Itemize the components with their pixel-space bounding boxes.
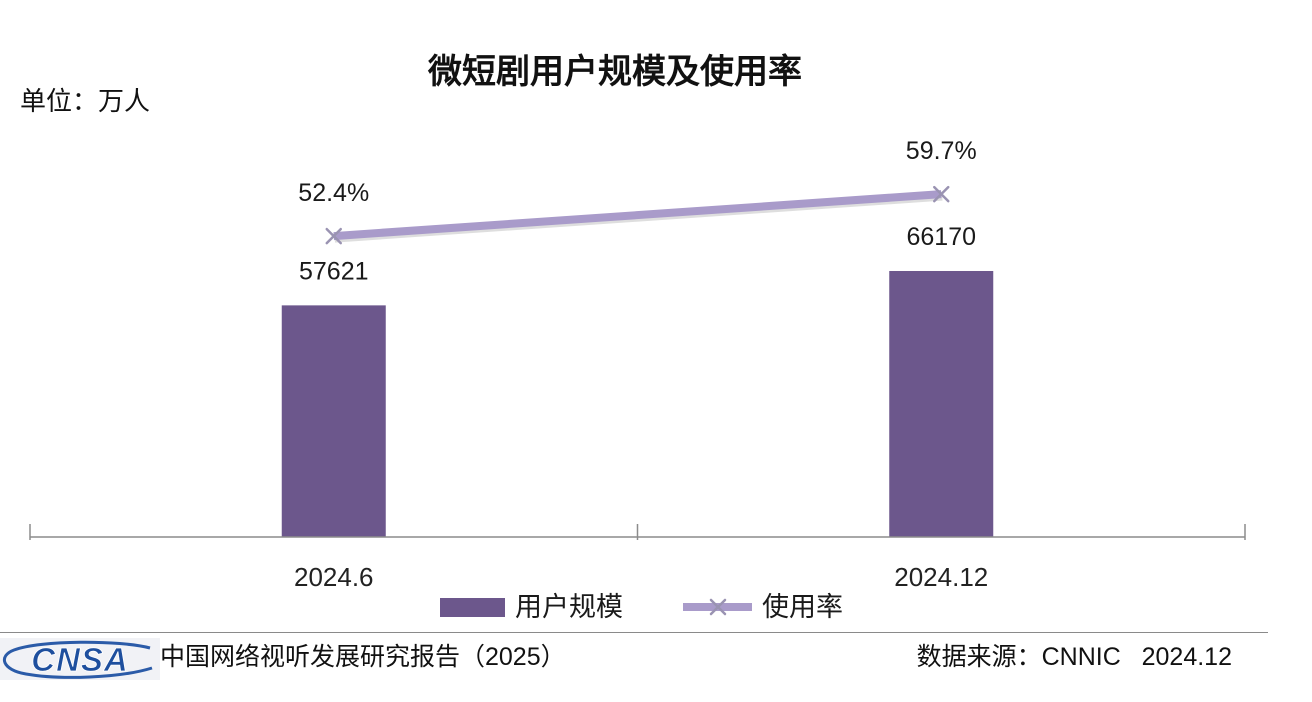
legend-label: 用户规模 [515, 592, 623, 622]
line-data-label: 52.4% [298, 179, 369, 207]
bar-series: 57621 66170 [281, 223, 994, 537]
chart-title: 微短剧用户规模及使用率 [428, 53, 802, 91]
x-marker-icon [325, 227, 342, 245]
legend-label: 使用率 [762, 592, 843, 622]
series-line [333, 190, 942, 241]
unit-label: 单位：万人 [20, 86, 151, 116]
bar-data-label: 66170 [906, 223, 976, 251]
bar-data-label: 57621 [299, 257, 369, 285]
x-marker-icon [933, 185, 950, 203]
cnsa-logo: CNSA [0, 638, 160, 680]
legend: 用户规模 使用率 [440, 592, 843, 622]
legend-item-bar: 用户规模 [440, 592, 623, 622]
x-marker-icon [709, 598, 727, 616]
footer-divider [0, 632, 1268, 633]
data-source: 数据来源：CNNIC 2024.12 [916, 643, 1232, 671]
line-series: 52.4% 59.7% [298, 137, 977, 245]
legend-swatch-bar [440, 598, 505, 617]
chart-canvas: 57621 66170 52.4% 59.7% 2024.6 2024.12 用户规模… [29, 137, 1246, 622]
logo-text: CNSA [31, 641, 129, 678]
x-tick-label: 2024.12 [894, 562, 988, 592]
logo-swoosh [2, 640, 153, 679]
x-axis: 2024.6 2024.12 [29, 524, 1246, 592]
x-tick-label: 2024.6 [294, 562, 374, 592]
bar [889, 270, 994, 537]
report-title: 中国网络视听发展研究报告（2025） [160, 643, 566, 671]
legend-item-line: 使用率 [683, 592, 843, 622]
line-data-label: 59.7% [906, 137, 977, 165]
bar [281, 305, 386, 537]
